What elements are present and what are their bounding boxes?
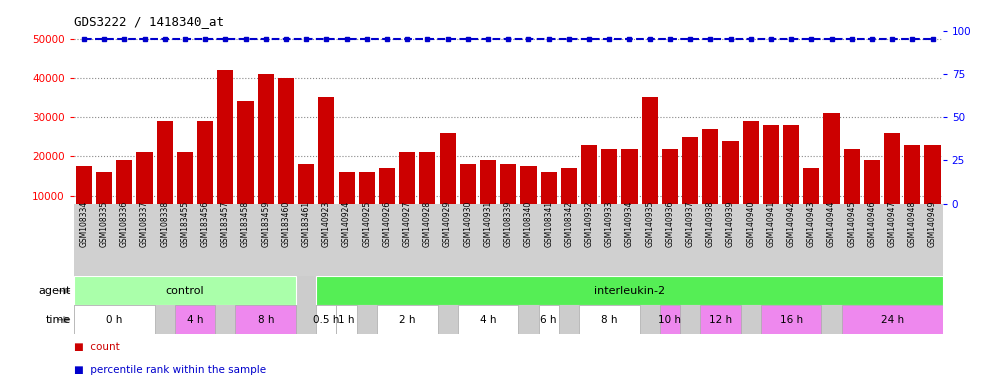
Text: 6 h: 6 h bbox=[540, 314, 557, 325]
Text: 4 h: 4 h bbox=[480, 314, 496, 325]
Bar bbox=[743, 121, 759, 235]
Bar bbox=[318, 98, 335, 235]
Bar bbox=[843, 149, 860, 235]
Text: 12 h: 12 h bbox=[708, 314, 732, 325]
Bar bbox=[338, 172, 354, 235]
Text: 16 h: 16 h bbox=[779, 314, 803, 325]
Bar bbox=[235, 305, 296, 334]
Bar bbox=[763, 125, 779, 235]
Bar bbox=[642, 98, 657, 235]
Bar bbox=[440, 133, 456, 235]
Bar bbox=[419, 152, 436, 235]
Bar bbox=[137, 152, 153, 235]
Bar bbox=[662, 149, 678, 235]
Bar bbox=[841, 305, 943, 334]
Bar bbox=[540, 172, 557, 235]
Bar bbox=[722, 141, 739, 235]
Bar bbox=[96, 172, 112, 235]
Text: 0 h: 0 h bbox=[106, 314, 122, 325]
Bar bbox=[500, 164, 517, 235]
Bar bbox=[76, 166, 92, 235]
Text: time: time bbox=[45, 314, 71, 325]
Text: control: control bbox=[165, 286, 205, 296]
Text: 8 h: 8 h bbox=[258, 314, 274, 325]
Bar bbox=[197, 121, 214, 235]
Bar bbox=[337, 305, 356, 334]
Text: 4 h: 4 h bbox=[187, 314, 204, 325]
Bar bbox=[379, 168, 396, 235]
Bar bbox=[761, 305, 822, 334]
Text: 10 h: 10 h bbox=[658, 314, 681, 325]
Bar bbox=[400, 152, 415, 235]
Bar bbox=[581, 145, 597, 235]
Bar bbox=[175, 305, 215, 334]
Bar bbox=[925, 145, 941, 235]
Bar bbox=[783, 125, 799, 235]
Text: 2 h: 2 h bbox=[399, 314, 415, 325]
Text: 24 h: 24 h bbox=[881, 314, 903, 325]
Bar bbox=[703, 129, 718, 235]
Bar bbox=[824, 113, 839, 235]
Bar bbox=[217, 70, 233, 235]
Bar bbox=[460, 164, 476, 235]
Bar bbox=[579, 305, 640, 334]
Bar bbox=[884, 133, 900, 235]
Bar bbox=[803, 168, 820, 235]
Bar bbox=[458, 305, 519, 334]
Bar bbox=[298, 164, 314, 235]
Text: 0.5 h: 0.5 h bbox=[313, 314, 339, 325]
Bar bbox=[660, 305, 680, 334]
Bar bbox=[904, 145, 920, 235]
Bar bbox=[258, 74, 274, 235]
Bar bbox=[359, 172, 375, 235]
Bar bbox=[701, 305, 741, 334]
Bar bbox=[561, 168, 577, 235]
Bar bbox=[316, 305, 337, 334]
Text: interleukin-2: interleukin-2 bbox=[594, 286, 665, 296]
Text: ■  count: ■ count bbox=[74, 342, 119, 352]
Bar bbox=[538, 305, 559, 334]
Text: agent: agent bbox=[38, 286, 71, 296]
Bar bbox=[177, 152, 193, 235]
Text: 8 h: 8 h bbox=[601, 314, 618, 325]
Bar bbox=[116, 161, 133, 235]
Bar bbox=[74, 305, 154, 334]
Bar bbox=[237, 101, 254, 235]
Bar bbox=[682, 137, 699, 235]
Bar bbox=[521, 166, 536, 235]
Bar bbox=[156, 121, 173, 235]
Bar bbox=[377, 305, 438, 334]
Bar bbox=[864, 161, 880, 235]
Bar bbox=[277, 78, 294, 235]
Text: 1 h: 1 h bbox=[338, 314, 355, 325]
Bar bbox=[621, 149, 638, 235]
Bar bbox=[480, 161, 496, 235]
Bar bbox=[316, 276, 943, 305]
Text: ■  percentile rank within the sample: ■ percentile rank within the sample bbox=[74, 365, 266, 375]
Bar bbox=[74, 276, 296, 305]
Bar bbox=[601, 149, 617, 235]
Text: GDS3222 / 1418340_at: GDS3222 / 1418340_at bbox=[74, 15, 223, 28]
